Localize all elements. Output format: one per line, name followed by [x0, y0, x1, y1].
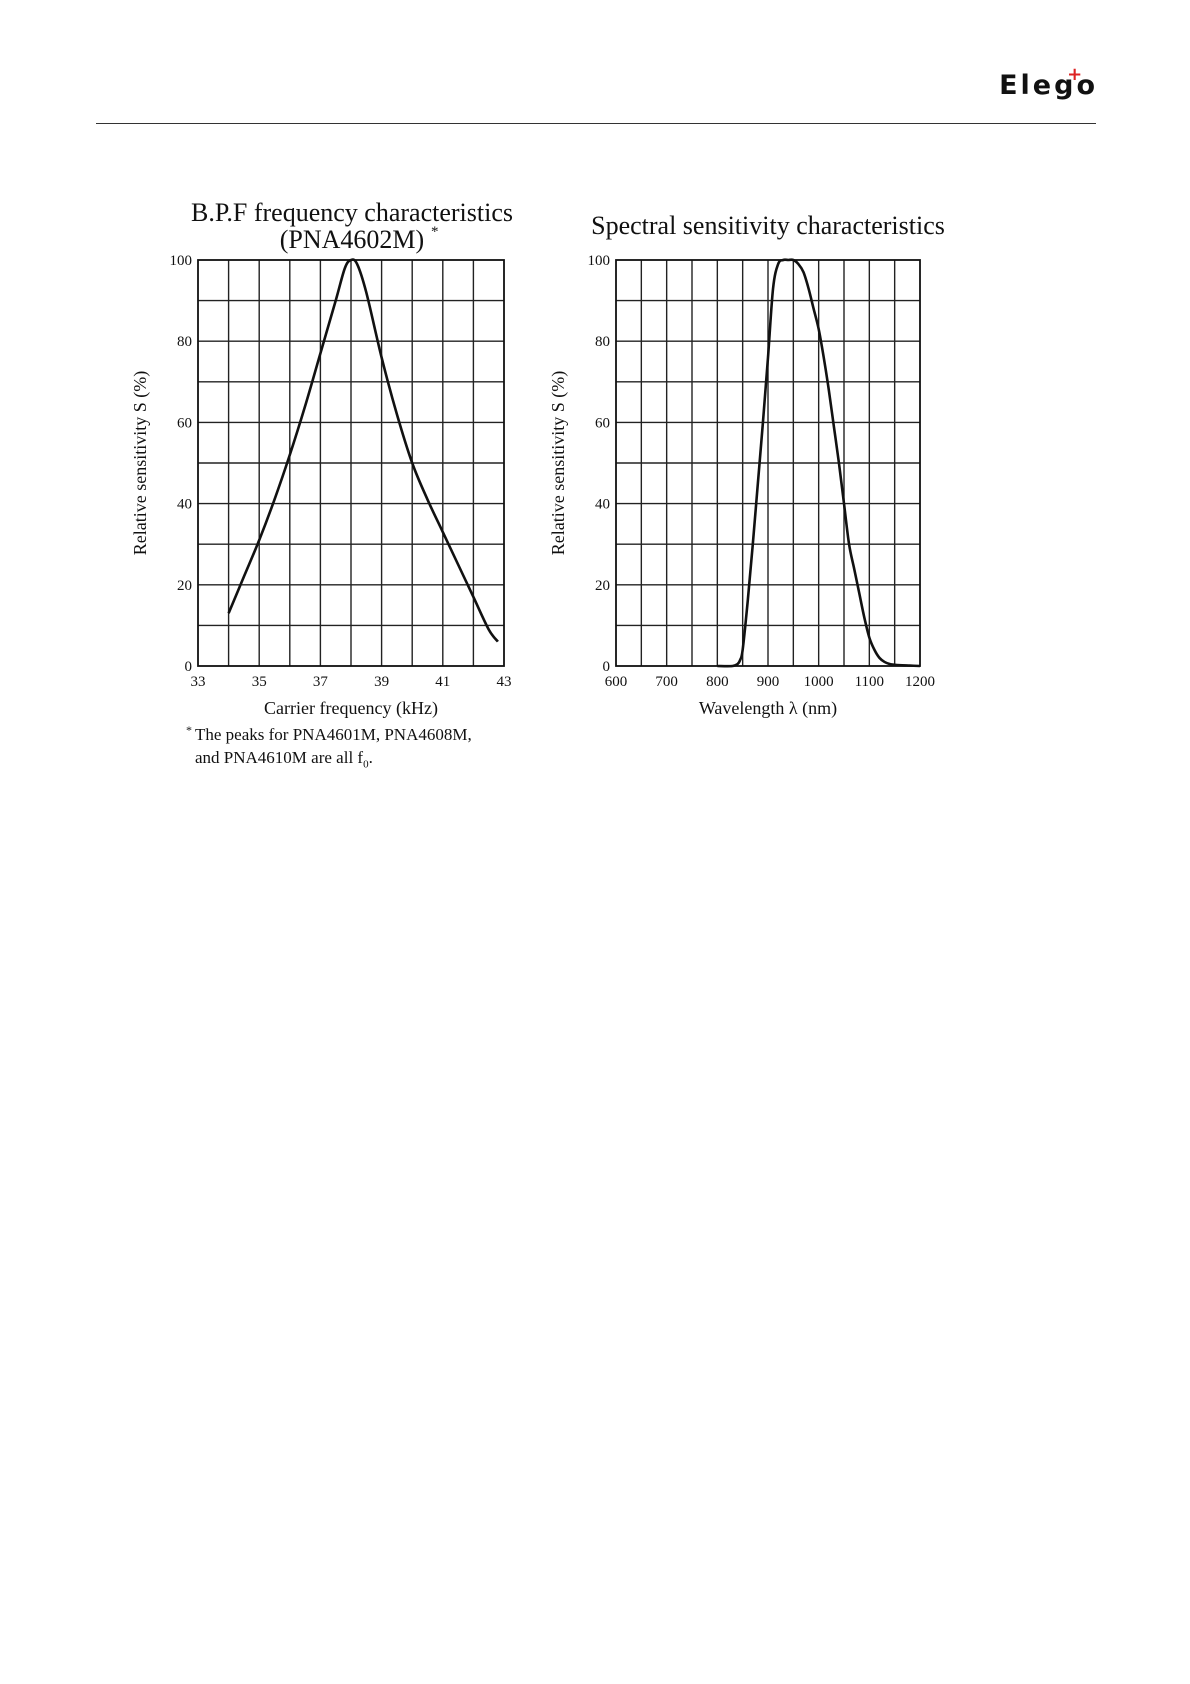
x-tick-label: 39 — [374, 674, 389, 690]
y-tick-label: 0 — [603, 659, 611, 675]
chart-title: Spectral sensitivity characteristics — [591, 211, 945, 240]
footnote: * The peaks for PNA4601M, PNA4608M, and … — [186, 723, 472, 776]
x-tick-label: 900 — [757, 674, 780, 690]
y-tick-label: 60 — [595, 415, 610, 431]
y-tick-label: 60 — [177, 415, 192, 431]
footnote-line1: The peaks for PNA4601M, PNA4608M, — [195, 725, 472, 744]
footnote-line2: and PNA4610M are all f — [195, 748, 364, 767]
header-divider — [96, 123, 1096, 124]
chart-title: B.P.F frequency characteristics — [191, 198, 513, 227]
subtitle-asterisk: * — [431, 224, 439, 240]
plot-frame — [615, 259, 921, 667]
x-tick-label: 41 — [435, 674, 450, 690]
footnote-asterisk: * — [186, 723, 192, 737]
x-tick-label: 35 — [252, 674, 267, 690]
spectral-sensitivity-chart: Spectral sensitivity characteristics 600 7… — [540, 190, 960, 730]
y-axis-label: Relative sensitivity S (%) — [130, 371, 151, 555]
chart-subtitle: (PNA4602M) — [280, 225, 424, 254]
x-tick-label: 600 — [605, 674, 628, 690]
y-tick-label: 40 — [177, 497, 192, 513]
y-tick-label: 40 — [595, 497, 610, 513]
x-tick-label: 33 — [191, 674, 206, 690]
footnote-subscript: 0 — [363, 758, 369, 771]
x-axis-label: Wavelength λ (nm) — [699, 698, 837, 719]
bpf-frequency-chart: B.P.F frequency characteristics (PNA4602M… — [120, 190, 520, 730]
logo-text: Elego — [999, 70, 1098, 101]
y-tick-label: 100 — [588, 253, 611, 269]
y-tick-label: 0 — [185, 659, 193, 675]
y-tick-label: 20 — [177, 578, 192, 594]
x-axis-label: Carrier frequency (kHz) — [264, 698, 438, 719]
series-line — [227, 258, 499, 643]
logo-plus-icon: + — [1067, 64, 1086, 85]
x-tick-label: 1200 — [905, 674, 935, 690]
series-line — [717, 258, 921, 668]
x-tick-label: 800 — [706, 674, 729, 690]
chart-svg: B.P.F frequency characteristics(PNA4602M… — [130, 198, 513, 719]
y-axis-label: Relative sensitivity S (%) — [548, 371, 569, 555]
x-tick-label: 43 — [497, 674, 512, 690]
x-tick-label: 1100 — [855, 674, 884, 690]
y-tick-label: 20 — [595, 578, 610, 594]
x-tick-label: 700 — [655, 674, 678, 690]
y-tick-label: 100 — [170, 253, 193, 269]
y-tick-label: 80 — [177, 334, 192, 350]
footnote-period: . — [368, 748, 373, 767]
y-tick-label: 80 — [595, 334, 610, 350]
elego-logo: Elego + — [999, 64, 1098, 101]
x-tick-label: 1000 — [804, 674, 834, 690]
x-tick-label: 37 — [313, 674, 329, 690]
